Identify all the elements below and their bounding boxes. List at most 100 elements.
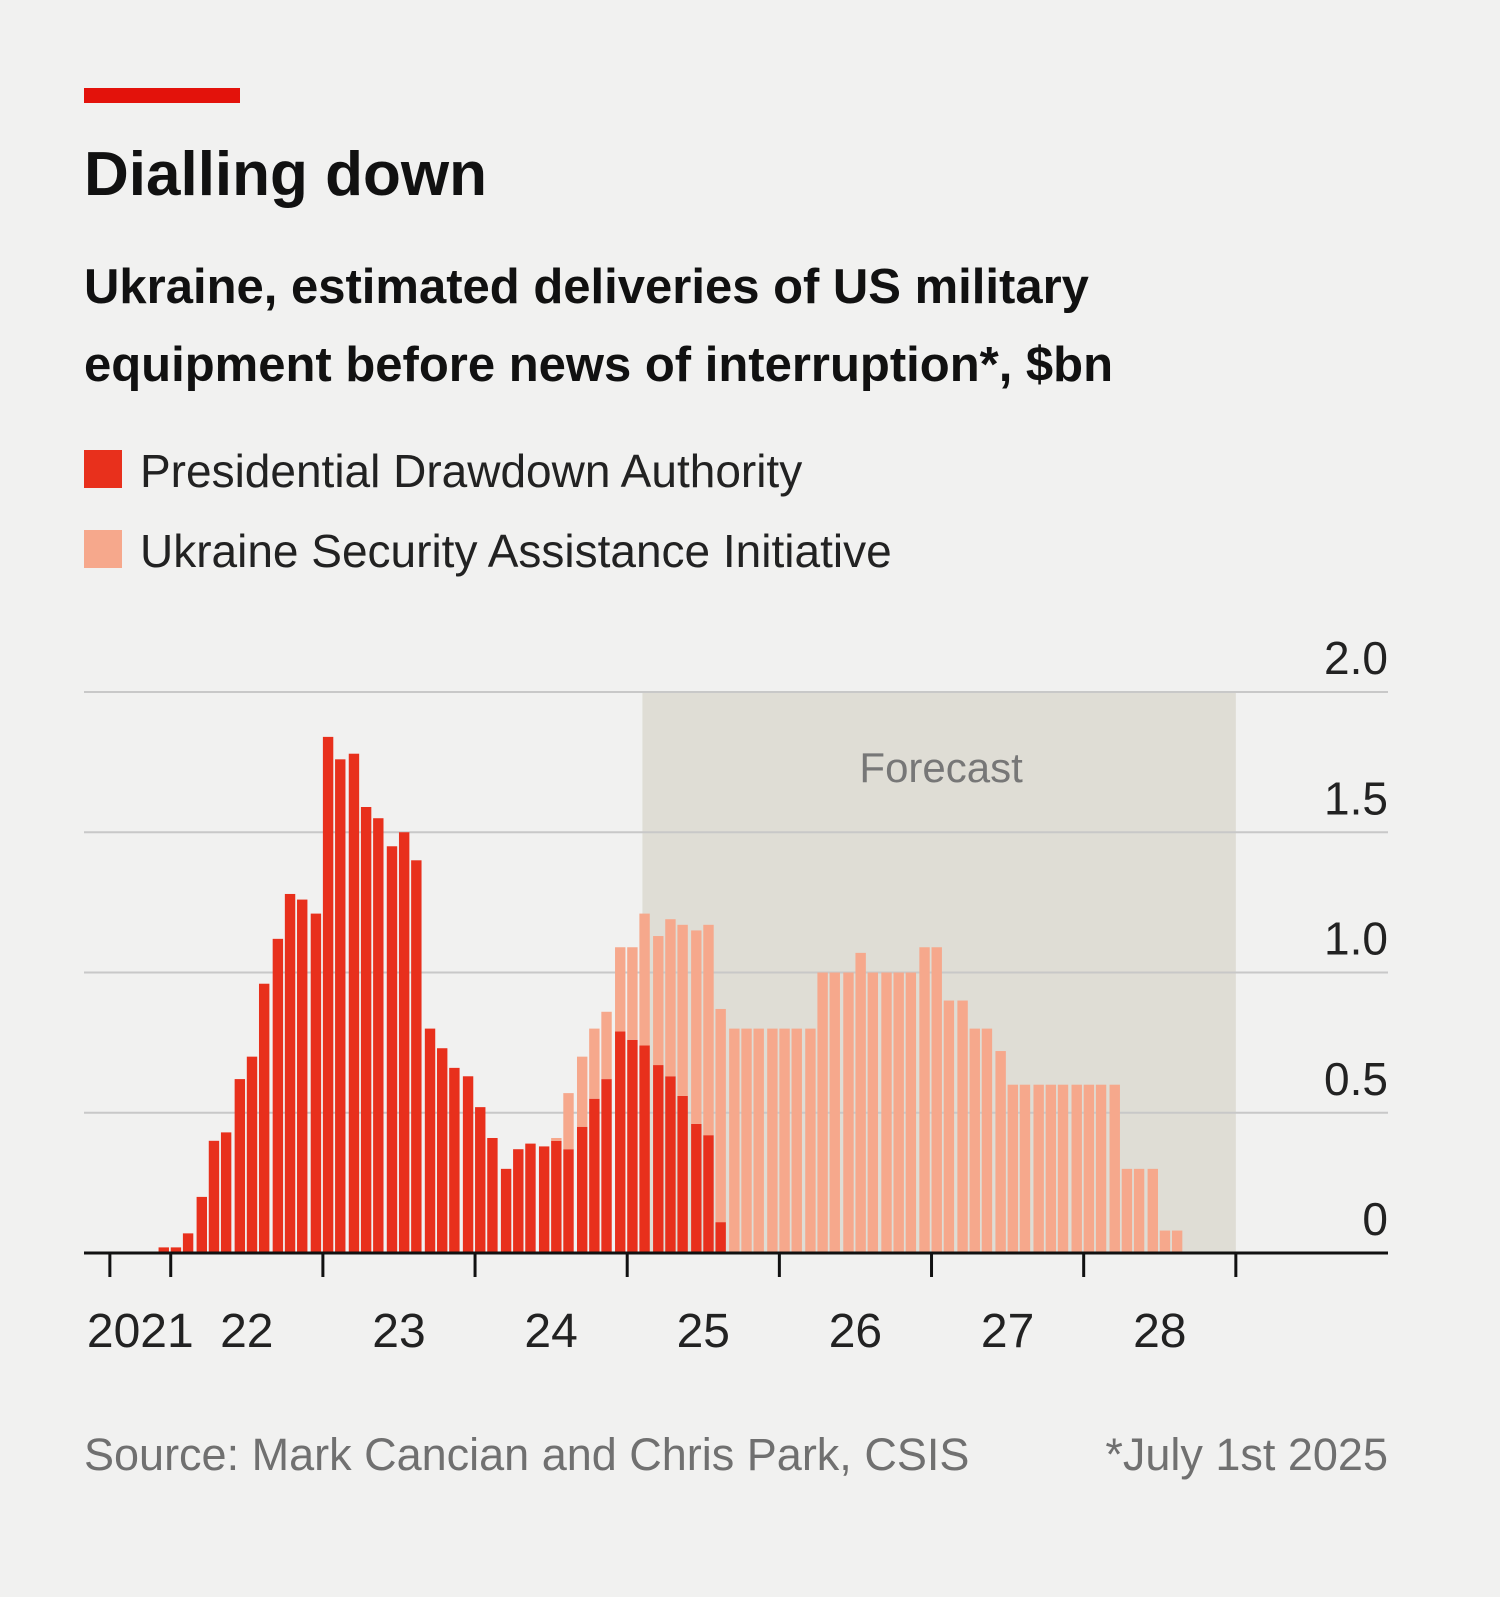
bar — [284, 893, 296, 1253]
bar — [615, 1031, 626, 1253]
bar — [449, 1067, 460, 1253]
bar — [196, 1196, 207, 1253]
bar — [310, 913, 322, 1253]
bar — [272, 938, 284, 1253]
bar — [360, 807, 372, 1253]
bar — [943, 1000, 955, 1253]
bar — [981, 1028, 993, 1253]
bar — [1071, 1084, 1082, 1253]
bar — [627, 1039, 638, 1253]
bar — [601, 1011, 612, 1080]
bar — [741, 1028, 752, 1253]
bar — [322, 736, 334, 1253]
chart-subtitle: Ukraine, estimated deliveries of US mili… — [84, 260, 1089, 314]
bar — [1147, 1168, 1158, 1253]
bar — [1133, 1168, 1145, 1253]
legend-label: Ukraine Security Assistance Initiative — [140, 525, 892, 577]
bar — [931, 947, 942, 1253]
bar — [893, 972, 904, 1253]
bar — [437, 1048, 448, 1253]
bar — [258, 983, 270, 1253]
bar — [1083, 1084, 1095, 1253]
bar — [551, 1137, 562, 1141]
bar — [639, 1045, 650, 1253]
bar — [601, 1079, 612, 1253]
bar — [665, 1076, 676, 1253]
legend-label: Presidential Drawdown Authority — [140, 445, 802, 497]
bar — [767, 1028, 778, 1253]
x-tick-label: 28 — [1133, 1305, 1186, 1358]
bar — [1007, 1084, 1019, 1253]
bar — [677, 924, 688, 1096]
x-tick-label: 27 — [981, 1305, 1034, 1358]
y-tick-label: 1.5 — [1324, 772, 1388, 824]
y-tick-label: 0 — [1362, 1193, 1388, 1245]
y-tick-label: 2.0 — [1324, 632, 1388, 684]
bar — [691, 1123, 702, 1253]
x-tick-label: 25 — [677, 1305, 730, 1358]
x-tick-label: 2021 — [87, 1305, 194, 1358]
bar — [208, 1140, 220, 1253]
bar — [424, 1028, 436, 1253]
bar — [551, 1140, 562, 1253]
bar — [487, 1137, 498, 1253]
bar — [855, 952, 866, 1253]
accent-bar — [84, 88, 240, 103]
bar — [805, 1028, 816, 1253]
bar — [881, 972, 892, 1253]
bar — [500, 1168, 512, 1253]
bar — [615, 947, 626, 1032]
bar — [677, 1095, 688, 1253]
bar — [957, 1000, 968, 1253]
bar — [627, 947, 638, 1040]
bar — [1045, 1084, 1057, 1253]
bar — [1033, 1084, 1044, 1253]
bar — [576, 1056, 588, 1127]
bar — [297, 899, 308, 1253]
bar — [513, 1149, 524, 1253]
bar — [589, 1028, 600, 1099]
bar — [779, 1028, 790, 1253]
bar — [525, 1143, 536, 1253]
chart-title: Dialling down — [84, 140, 487, 209]
source-note: Source: Mark Cancian and Chris Park, CSI… — [84, 1429, 969, 1480]
bar — [1109, 1084, 1120, 1253]
x-tick-label: 23 — [372, 1305, 425, 1358]
bar — [639, 913, 650, 1046]
bar — [653, 1065, 664, 1253]
bar — [576, 1126, 588, 1253]
footnote: *July 1st 2025 — [1105, 1429, 1388, 1480]
x-tick-label: 24 — [524, 1305, 577, 1358]
bar — [753, 1028, 764, 1253]
bar — [348, 753, 360, 1253]
bar — [715, 1008, 726, 1223]
forecast-label: Forecast — [859, 744, 1023, 791]
bar — [589, 1098, 600, 1253]
bar — [475, 1107, 486, 1253]
bar — [158, 1247, 169, 1253]
bar — [234, 1079, 246, 1253]
bar — [538, 1146, 550, 1253]
bar — [919, 947, 930, 1253]
bar — [563, 1093, 574, 1150]
bar — [398, 832, 410, 1253]
bar — [715, 1222, 726, 1253]
bar — [1171, 1230, 1183, 1253]
bar — [995, 1051, 1006, 1253]
bar — [843, 972, 854, 1253]
bar — [665, 919, 676, 1077]
bar — [703, 1135, 714, 1253]
x-tick-label: 26 — [829, 1305, 882, 1358]
legend-swatch — [84, 450, 122, 488]
bar — [1095, 1084, 1107, 1253]
bar — [653, 936, 664, 1066]
bar — [829, 972, 840, 1253]
x-tick-label: 22 — [220, 1305, 273, 1358]
bar — [729, 1028, 740, 1253]
bar — [563, 1149, 574, 1253]
bar — [170, 1247, 182, 1253]
legend-swatch — [84, 530, 122, 568]
bar — [246, 1056, 258, 1253]
bar — [703, 924, 714, 1136]
